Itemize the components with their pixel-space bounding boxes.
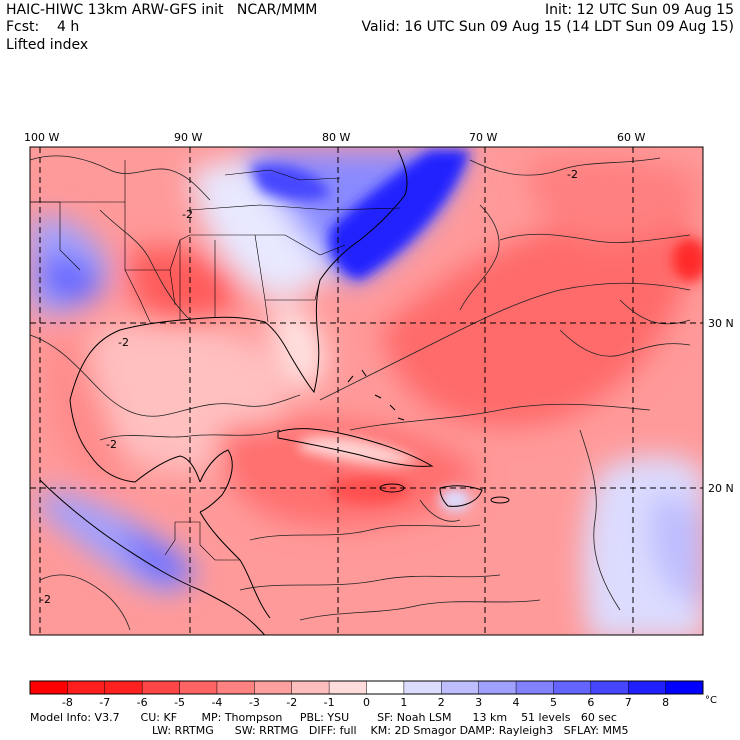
legend-color-box xyxy=(366,681,405,694)
contour-label: -2 xyxy=(118,336,129,349)
model-info-line1: Model Info: V3.7 CU: KF MP: Thompson PBL… xyxy=(30,711,617,724)
lat-label-20n: 20 N xyxy=(708,482,734,495)
legend-color-box xyxy=(516,681,554,694)
legend-tick-label: 8 xyxy=(662,696,669,709)
model-info-line2: LW: RRTMG SW: RRTMG DIFF: full KM: 2D Sm… xyxy=(152,724,629,737)
contour-label: -2 xyxy=(182,208,193,221)
legend-color-box xyxy=(665,681,704,694)
legend-tick-label: 0 xyxy=(363,696,370,709)
lon-label-70w: 70 W xyxy=(469,131,497,144)
lat-label-30n: 30 N xyxy=(708,317,734,330)
legend-color-box xyxy=(179,681,218,694)
legend-tick-label: 7 xyxy=(625,696,632,709)
contour-label: -2 xyxy=(567,168,578,181)
init-time: Init: 12 UTC Sun 09 Aug 15 xyxy=(545,2,734,18)
legend-tick-label: -8 xyxy=(62,696,73,709)
map-field: -2 -2 -2 -2 -2 xyxy=(30,147,703,635)
legend-color-box xyxy=(403,681,442,694)
legend-tick-label: 4 xyxy=(513,696,520,709)
model-title: HAIC-HIWC 13km ARW-GFS init NCAR/MMM xyxy=(6,2,318,18)
country-borders xyxy=(164,521,240,561)
legend-color-box xyxy=(104,681,143,694)
legend-boxes xyxy=(29,680,704,695)
legend-tick-label: 6 xyxy=(587,696,594,709)
legend-tick-label: 5 xyxy=(550,696,557,709)
legend-color-box xyxy=(67,681,106,694)
field-name: Lifted index xyxy=(6,37,89,53)
forecast-hour: Fcst: 4 h xyxy=(6,19,80,35)
legend-tick-label: -7 xyxy=(99,696,110,709)
legend-color-box xyxy=(142,681,181,694)
legend-color-box xyxy=(628,681,667,694)
legend-tick-label: -1 xyxy=(324,696,335,709)
valid-time: Valid: 16 UTC Sun 09 Aug 15 (14 LDT Sun … xyxy=(361,19,735,35)
legend-color-box xyxy=(30,681,68,694)
legend-tick-labels: -8 -7 -6 -5 -4 -3 -2 -1 0 1 2 3 4 5 6 7 8 xyxy=(62,696,669,709)
legend-tick-label: 2 xyxy=(438,696,445,709)
legend-tick-label: -5 xyxy=(174,696,185,709)
legend-color-box xyxy=(590,681,629,694)
legend-unit: °C xyxy=(705,695,717,706)
legend-tick-label: -6 xyxy=(137,696,148,709)
legend-color-box xyxy=(216,681,255,694)
legend-tick-label: -3 xyxy=(249,696,260,709)
state-borders xyxy=(30,160,401,323)
legend-color-box xyxy=(254,681,293,694)
contours xyxy=(30,155,691,631)
legend-color-box xyxy=(553,681,592,694)
legend-color-box xyxy=(478,681,517,694)
legend-tick-label: 3 xyxy=(475,696,482,709)
lon-label-60w: 60 W xyxy=(617,131,645,144)
lon-label-100w: 100 W xyxy=(24,131,59,144)
lon-label-90w: 90 W xyxy=(174,131,202,144)
map-frame xyxy=(29,146,704,636)
legend-color-box xyxy=(441,681,480,694)
legend-tick-label: -4 xyxy=(211,696,222,709)
latlon-grid xyxy=(30,147,703,635)
legend-tick-label: 1 xyxy=(400,696,407,709)
legend-color-box xyxy=(291,681,330,694)
legend-color-box xyxy=(329,681,367,694)
contour-label: -2 xyxy=(106,438,117,451)
legend-tick-label: -2 xyxy=(286,696,297,709)
lon-label-80w: 80 W xyxy=(322,131,350,144)
contour-label: -2 xyxy=(40,593,51,606)
